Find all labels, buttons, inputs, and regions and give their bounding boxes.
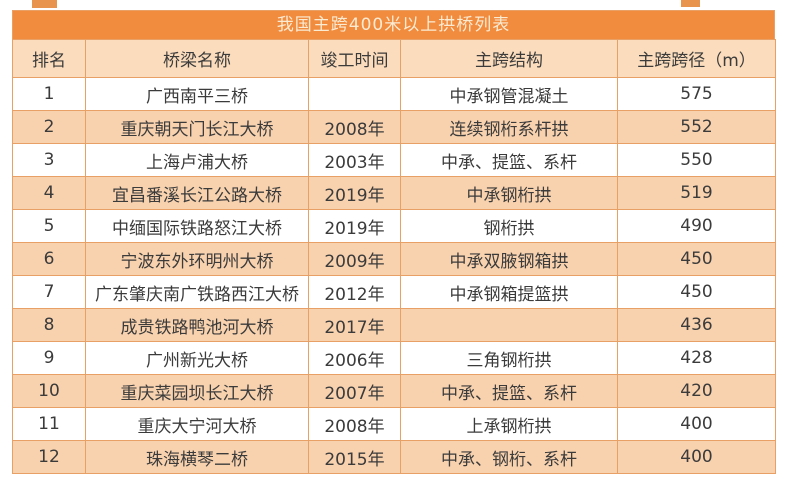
span-cell: 400	[617, 440, 776, 474]
table-title: 我国主跨400米以上拱桥列表	[12, 10, 775, 39]
structure-cell	[400, 308, 618, 342]
structure-cell: 中承钢管混凝土	[400, 77, 618, 111]
table-row: 12 珠海横琴二桥 2015年 中承、钢桁、系杆 400	[12, 440, 776, 474]
structure-cell: 中承、提篮、系杆	[400, 143, 618, 177]
bridge-name-cell: 珠海横琴二桥	[85, 440, 309, 474]
bridge-name-cell: 重庆朝天门长江大桥	[85, 110, 309, 144]
span-cell: 550	[617, 143, 776, 177]
table-row: 4 宜昌番溪长江公路大桥 2019年 中承钢桁拱 519	[12, 176, 776, 210]
structure-cell: 中承钢桁拱	[400, 176, 618, 210]
table-row: 8 成贵铁路鸭池河大桥 2017年 436	[12, 308, 776, 342]
column-header-bridge-name-cell: 桥梁名称	[85, 39, 309, 78]
table-row: 9 广州新光大桥 2006年 三角钢桁拱 428	[12, 341, 776, 375]
completion-year-cell	[308, 77, 401, 111]
completion-year-cell: 2015年	[308, 440, 401, 474]
span-cell: 450	[617, 242, 776, 276]
rank-cell: 12	[12, 440, 86, 474]
completion-year-cell: 2008年	[308, 110, 401, 144]
column-header-rank-cell: 排名	[12, 39, 86, 78]
structure-cell: 钢桁拱	[400, 209, 618, 243]
rank-cell: 2	[12, 110, 86, 144]
bridge-name-cell: 广西南平三桥	[85, 77, 309, 111]
span-cell: 400	[617, 407, 776, 441]
completion-year-cell: 2003年	[308, 143, 401, 177]
span-cell: 428	[617, 341, 776, 375]
structure-cell: 中承双腋钢箱拱	[400, 242, 618, 276]
bridge-name-cell: 广东肇庆南广铁路西江大桥	[85, 275, 309, 309]
span-cell: 519	[617, 176, 776, 210]
bridge-name-cell: 上海卢浦大桥	[85, 143, 309, 177]
bridge-name-cell: 重庆菜园坝长江大桥	[85, 374, 309, 408]
table-row: 7 广东肇庆南广铁路西江大桥 2012年 中承钢箱提篮拱 450	[12, 275, 776, 309]
structure-cell: 中承、钢桁、系杆	[400, 440, 618, 474]
span-cell: 420	[617, 374, 776, 408]
table-body: 1 广西南平三桥 中承钢管混凝土 575 2 重庆朝天门长江大桥 2008年 连续钢桁系杆拱 5…	[12, 77, 776, 474]
rank-cell: 4	[12, 176, 86, 210]
table-row: 1 广西南平三桥 中承钢管混凝土 575	[12, 77, 776, 111]
rank-cell: 5	[12, 209, 86, 243]
bridge-table: 我国主跨400米以上拱桥列表 排名 桥梁名称 竣工时间 主跨结构 主跨跨径（m） 1 广西…	[12, 10, 776, 474]
span-cell: 490	[617, 209, 776, 243]
structure-cell: 连续钢桁系杆拱	[400, 110, 618, 144]
bridge-name-cell: 宁波东外环明州大桥	[85, 242, 309, 276]
column-header-structure-cell: 主跨结构	[400, 39, 618, 78]
completion-year-cell: 2012年	[308, 275, 401, 309]
completion-year-cell: 2009年	[308, 242, 401, 276]
table-row: 10 重庆菜园坝长江大桥 2007年 中承、提篮、系杆 420	[12, 374, 776, 408]
table-row: 6 宁波东外环明州大桥 2009年 中承双腋钢箱拱 450	[12, 242, 776, 276]
structure-cell: 中承钢箱提篮拱	[400, 275, 618, 309]
span-cell: 552	[617, 110, 776, 144]
completion-year-cell: 2008年	[308, 407, 401, 441]
bridge-name-cell: 宜昌番溪长江公路大桥	[85, 176, 309, 210]
table-row: 11 重庆大宁河大桥 2008年 上承钢桁拱 400	[12, 407, 776, 441]
header-row: 排名 桥梁名称 竣工时间 主跨结构 主跨跨径（m）	[12, 39, 776, 78]
table-row: 5 中缅国际铁路怒江大桥 2019年 钢桁拱 490	[12, 209, 776, 243]
completion-year-cell: 2007年	[308, 374, 401, 408]
rank-cell: 11	[12, 407, 86, 441]
table-row: 2 重庆朝天门长江大桥 2008年 连续钢桁系杆拱 552	[12, 110, 776, 144]
completion-year-cell: 2019年	[308, 209, 401, 243]
bridge-name-cell: 中缅国际铁路怒江大桥	[85, 209, 309, 243]
rank-cell: 7	[12, 275, 86, 309]
column-header-completion-year-cell: 竣工时间	[308, 39, 401, 78]
rank-cell: 10	[12, 374, 86, 408]
rank-cell: 8	[12, 308, 86, 342]
column-header-span-cell: 主跨跨径（m）	[617, 39, 776, 78]
span-cell: 450	[617, 275, 776, 309]
span-cell: 575	[617, 77, 776, 111]
crop-artifact-right	[681, 0, 700, 7]
table-header: 排名 桥梁名称 竣工时间 主跨结构 主跨跨径（m）	[12, 39, 776, 78]
completion-year-cell: 2006年	[308, 341, 401, 375]
bridge-name-cell: 成贵铁路鸭池河大桥	[85, 308, 309, 342]
structure-cell: 中承、提篮、系杆	[400, 374, 618, 408]
completion-year-cell: 2019年	[308, 176, 401, 210]
bridge-name-cell: 广州新光大桥	[85, 341, 309, 375]
structure-cell: 三角钢桁拱	[400, 341, 618, 375]
data-table: 排名 桥梁名称 竣工时间 主跨结构 主跨跨径（m） 1 广西南平三桥 中承钢管混凝土 575 2…	[12, 39, 776, 474]
span-cell: 436	[617, 308, 776, 342]
rank-cell: 1	[12, 77, 86, 111]
rank-cell: 6	[12, 242, 86, 276]
completion-year-cell: 2017年	[308, 308, 401, 342]
rank-cell: 9	[12, 341, 86, 375]
table-row: 3 上海卢浦大桥 2003年 中承、提篮、系杆 550	[12, 143, 776, 177]
crop-artifact-left	[32, 0, 57, 8]
rank-cell: 3	[12, 143, 86, 177]
structure-cell: 上承钢桁拱	[400, 407, 618, 441]
bridge-name-cell: 重庆大宁河大桥	[85, 407, 309, 441]
